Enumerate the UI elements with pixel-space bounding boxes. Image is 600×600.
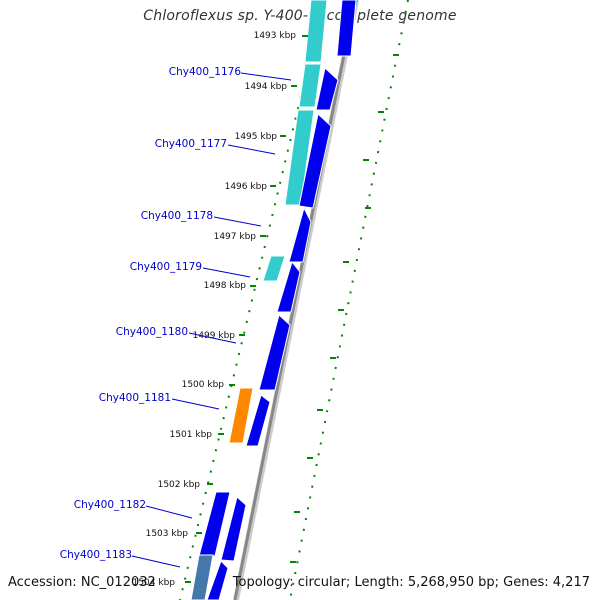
genes-value: 4,217 [552,575,590,590]
gene-arrow [258,314,291,391]
gene-arrow [288,206,312,263]
genome-stats: Topology: circular; Length: 5,268,950 bp… [232,575,590,590]
gene-arrow [245,394,271,447]
gene-label-chy400-1179[interactable]: Chy400_1179 [130,261,202,273]
label-connector [240,72,292,81]
genes-label: Genes: [503,575,549,590]
length-label: Length: [354,575,404,590]
kbp-label: 1501 kbp [170,430,213,440]
gene-arrow [276,260,301,313]
kbp-label: 1502 kbp [158,480,201,490]
blue-genes [206,0,357,600]
outer-ticks [290,54,399,563]
topology-label: Topology: [232,575,294,590]
inner-ticks [185,35,308,583]
length-value: 5,268,950 bp [407,575,495,590]
orange-feature [228,387,254,444]
cyan-feature [262,255,286,282]
steel-feature [190,554,214,600]
gene-label-chy400-1176[interactable]: Chy400_1176 [169,66,242,78]
kbp-label: 1496 kbp [225,182,268,192]
gene-label-chy400-1183[interactable]: Chy400_1183 [60,549,132,561]
label-connector [145,505,193,519]
label-connector [202,267,251,278]
label-connectors [131,72,292,568]
gene-label-chy400-1177[interactable]: Chy400_1177 [155,138,227,150]
kbp-label: 1500 kbp [182,380,225,390]
gene-label-chy400-1182[interactable]: Chy400_1182 [74,499,146,511]
gene-arrow [298,113,332,209]
gene-arrow [206,560,229,600]
gene-label-chy400-1181[interactable]: Chy400_1181 [99,392,171,404]
inner-tick-ring [179,0,325,600]
cyan-feature [298,63,322,108]
kbp-label: 1493 kbp [254,31,297,41]
topology-value: circular [297,575,346,590]
kbp-label: 1498 kbp [204,281,247,291]
gene-label-chy400-1180[interactable]: Chy400_1180 [116,326,188,338]
kbp-label: 1503 kbp [146,529,189,539]
gene-arrow [336,0,357,57]
accession-info: Accession: NC_012032 [8,575,156,590]
kbp-label: 1504 kbp [133,578,176,588]
label-connector [131,555,181,568]
backbone [233,0,357,600]
kbp-label: 1497 kbp [214,232,257,242]
accession-value: NC_012032 [80,575,156,590]
label-connector [213,216,262,227]
gene-arrow [198,491,231,557]
label-connector [188,332,237,344]
cyan-features [262,0,328,282]
kbp-label: 1494 kbp [245,82,288,92]
label-connector [227,144,276,155]
gene-labels: Chy400_1176 Chy400_1177 Chy400_1178 Chy4… [60,66,242,561]
cyan-feature [304,0,328,63]
accession-label: Accession: [8,575,77,590]
gene-label-chy400-1178[interactable]: Chy400_1178 [141,210,213,222]
kbp-labels: 1493 kbp 1494 kbp 1495 kbp 1496 kbp 1497… [133,31,297,588]
gene-arrow [220,496,247,562]
kbp-label: 1499 kbp [193,331,236,341]
gene-arrow [315,67,339,111]
blue-genes-left [198,491,231,557]
label-connector [171,398,220,410]
map-title: Chloroflexus sp. Y-400-fl, complete geno… [143,8,457,24]
kbp-label: 1495 kbp [235,132,278,142]
